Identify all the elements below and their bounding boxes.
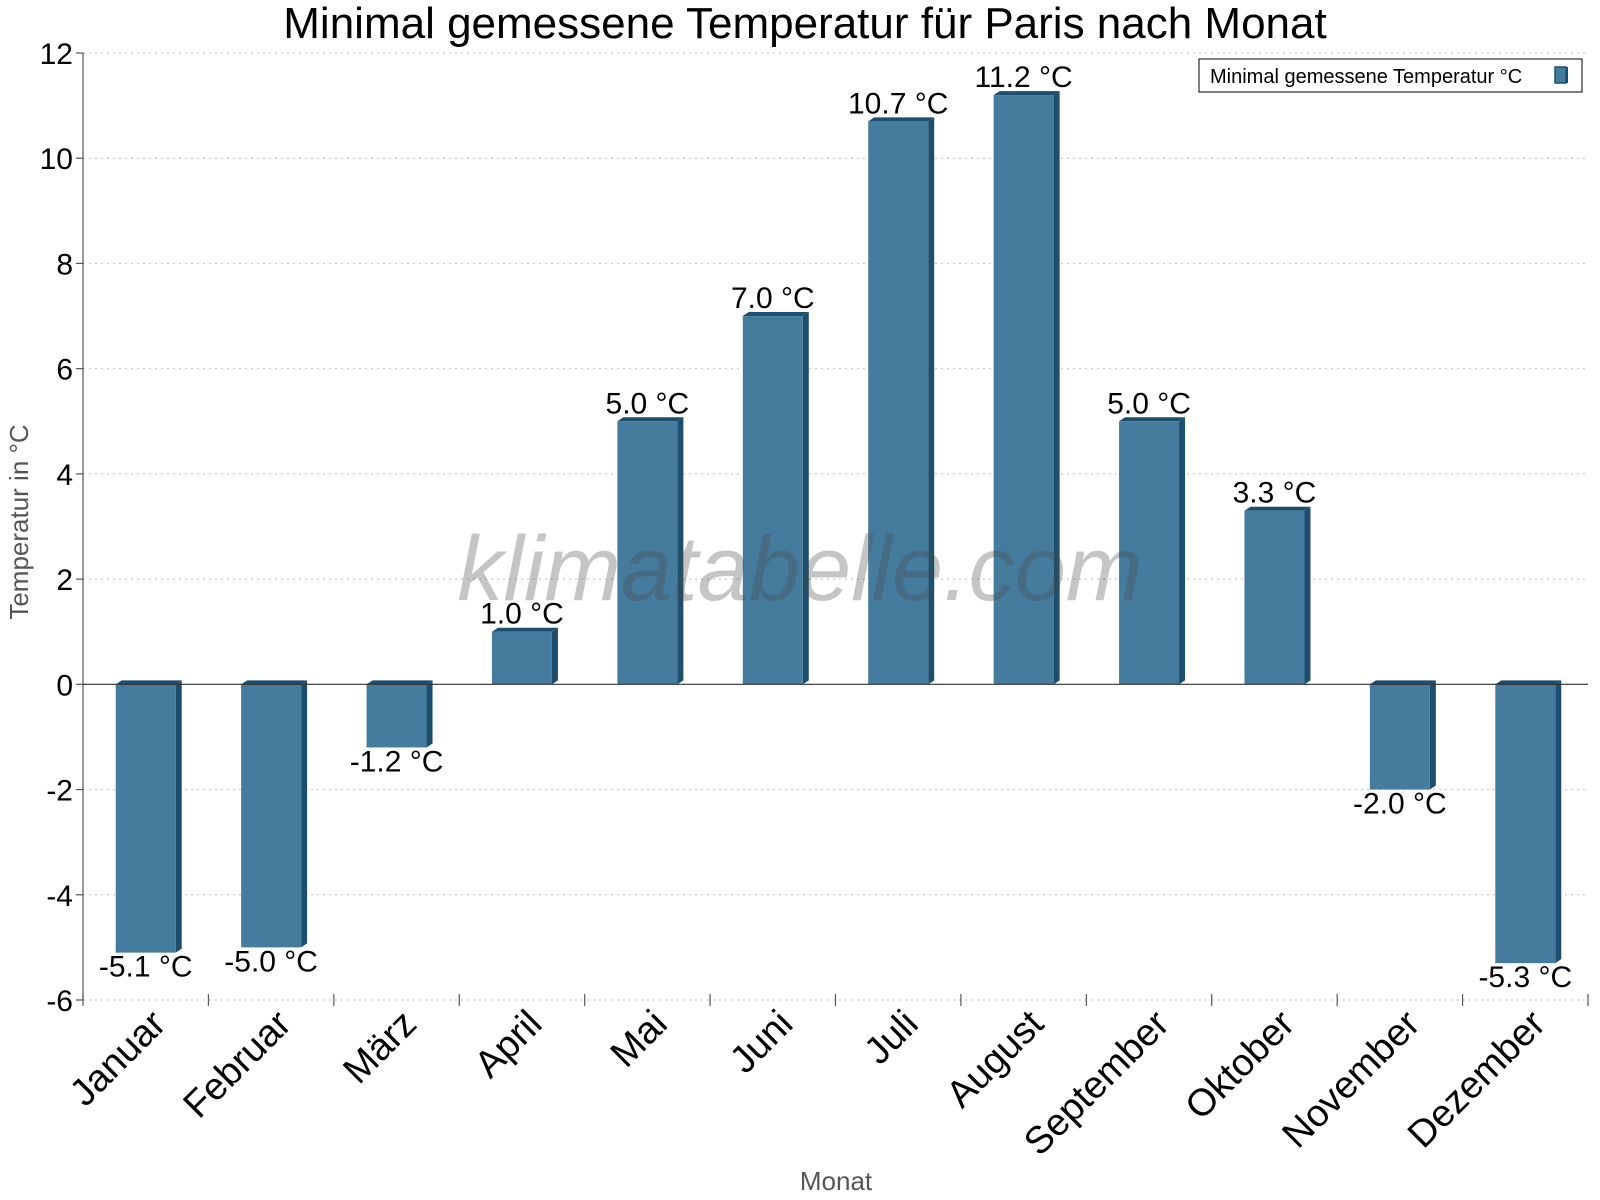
bar[interactable] bbox=[993, 91, 1060, 685]
y-tick-label: -4 bbox=[46, 880, 73, 913]
y-tick-label: 6 bbox=[56, 354, 73, 387]
y-tick-label: 12 bbox=[40, 38, 73, 71]
bar-front bbox=[868, 121, 929, 685]
bar-top bbox=[993, 91, 1060, 96]
chart-title: Minimal gemessene Temperatur für Paris n… bbox=[283, 0, 1326, 48]
bar-front bbox=[115, 684, 176, 953]
bar-series bbox=[115, 91, 1562, 964]
data-label: -1.2 °C bbox=[350, 745, 444, 778]
bar-front bbox=[993, 95, 1054, 685]
data-label: 7.0 °C bbox=[731, 282, 815, 315]
bar-side bbox=[1053, 91, 1060, 685]
data-label: 10.7 °C bbox=[848, 87, 948, 120]
y-tick-label: 4 bbox=[56, 459, 73, 492]
bar-top bbox=[115, 680, 182, 685]
bar-top bbox=[1369, 680, 1436, 685]
data-label: -5.1 °C bbox=[99, 951, 193, 984]
data-label: -5.0 °C bbox=[224, 945, 318, 978]
bar-side bbox=[1304, 506, 1311, 685]
bar-side bbox=[175, 680, 182, 953]
bar-side bbox=[1179, 417, 1186, 685]
data-label: 11.2 °C bbox=[975, 61, 1073, 94]
bar-front bbox=[742, 316, 803, 685]
bar-top bbox=[868, 117, 935, 122]
data-labels: -5.1 °C -5.0 °C -1.2 °C 1.0 °C 5.0 °C 7.0 °C 1… bbox=[99, 61, 1572, 994]
x-axis-title: Monat bbox=[800, 1166, 873, 1196]
bar[interactable] bbox=[1119, 417, 1186, 685]
bar[interactable] bbox=[1244, 506, 1311, 685]
bar-side bbox=[677, 417, 684, 685]
bar-front bbox=[366, 684, 427, 748]
bar[interactable] bbox=[1369, 680, 1436, 790]
bar-side bbox=[551, 627, 558, 685]
y-tick-label: 8 bbox=[56, 248, 73, 281]
bar[interactable] bbox=[1495, 680, 1562, 964]
bar-front bbox=[1244, 510, 1305, 685]
bar-side bbox=[301, 680, 308, 948]
y-tick-label: -2 bbox=[46, 775, 73, 808]
data-label: 5.0 °C bbox=[1107, 387, 1191, 420]
bar[interactable] bbox=[366, 680, 433, 748]
legend-swatch bbox=[1554, 66, 1567, 84]
bar[interactable] bbox=[491, 627, 558, 685]
bar-front bbox=[491, 631, 552, 685]
bar[interactable] bbox=[742, 312, 809, 685]
bar[interactable] bbox=[241, 680, 308, 948]
bar-side bbox=[1429, 680, 1436, 790]
data-label: 1.0 °C bbox=[480, 598, 564, 631]
bar-front bbox=[241, 684, 302, 948]
bar-top bbox=[1119, 417, 1186, 422]
bar-top bbox=[742, 312, 809, 317]
bar-top bbox=[1244, 506, 1311, 511]
bar-front bbox=[1119, 421, 1180, 685]
bar-top bbox=[1495, 680, 1562, 685]
legend-label: Minimal gemessene Temperatur °C bbox=[1210, 66, 1522, 88]
bar-side bbox=[1555, 680, 1562, 964]
data-label: 3.3 °C bbox=[1233, 477, 1317, 510]
bar-top bbox=[491, 627, 558, 632]
bar[interactable] bbox=[617, 417, 684, 685]
y-tick-label: 2 bbox=[56, 564, 73, 597]
bar[interactable] bbox=[115, 680, 182, 953]
y-tick-label: -6 bbox=[46, 985, 73, 1018]
bar-top bbox=[366, 680, 433, 685]
y-tick-label: 10 bbox=[40, 143, 73, 176]
bar[interactable] bbox=[868, 117, 935, 685]
watermark-text: klimatabelle.com bbox=[457, 518, 1142, 620]
bar-front bbox=[1369, 684, 1430, 790]
bar-front bbox=[617, 421, 678, 685]
data-label: -5.3 °C bbox=[1478, 961, 1572, 994]
y-axis-title: Temperatur in °C bbox=[4, 424, 34, 619]
legend-box bbox=[1198, 58, 1583, 93]
y-tick-label: 0 bbox=[56, 669, 73, 702]
data-label: 5.0 °C bbox=[606, 387, 690, 420]
data-label: -2.0 °C bbox=[1353, 788, 1447, 821]
bar-side bbox=[802, 312, 809, 685]
bar-top bbox=[241, 680, 308, 685]
axes bbox=[76, 52, 1589, 1006]
bar-front bbox=[1495, 684, 1556, 964]
bar-side bbox=[928, 117, 935, 685]
bar-top bbox=[617, 417, 684, 422]
legend[interactable]: Minimal gemessene Temperatur °C bbox=[1198, 58, 1583, 93]
bar-side bbox=[426, 680, 433, 748]
